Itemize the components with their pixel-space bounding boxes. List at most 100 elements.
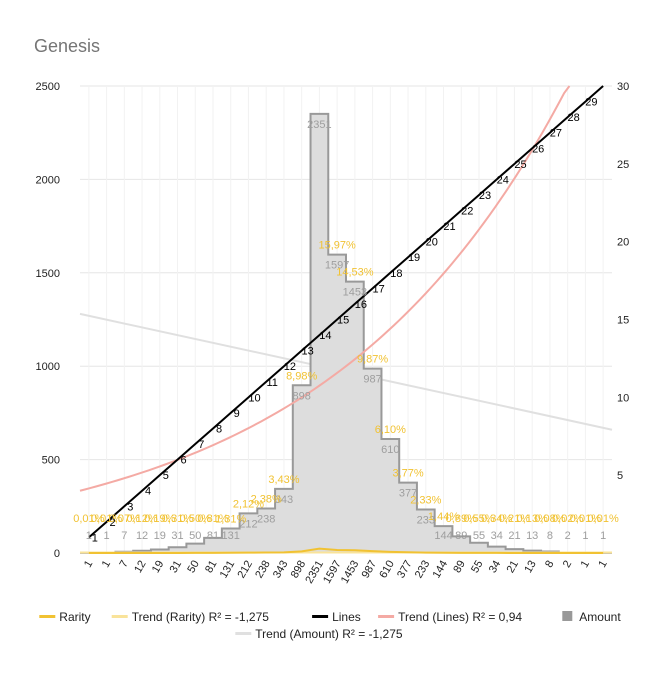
rarity-data-label: 1,44% xyxy=(428,511,459,523)
amount-data-label: 131 xyxy=(222,530,240,542)
amount-data-label: 12 xyxy=(136,530,148,542)
rarity-data-label: 8,98% xyxy=(286,370,317,382)
amount-data-label: 238 xyxy=(257,514,275,526)
lines-data-label: 29 xyxy=(585,97,597,109)
rarity-data-label: 0,50% xyxy=(180,513,211,525)
amount-data-label: 1 xyxy=(86,530,92,542)
amount-data-label: 55 xyxy=(473,530,485,542)
x-axis-tick-label: 131 xyxy=(218,559,238,581)
rarity-data-label: 0,07% xyxy=(109,513,140,525)
x-axis-tick-label: 34 xyxy=(487,559,504,576)
y-axis-tick-label: 2000 xyxy=(36,174,60,186)
amount-data-label: 1597 xyxy=(325,260,349,272)
legend-swatch xyxy=(562,611,573,621)
x-axis-tick-label: 1453 xyxy=(339,559,362,586)
lines-series-layer xyxy=(88,85,604,539)
lines-data-label: 22 xyxy=(461,206,473,218)
rarity-data-label: 0,31% xyxy=(162,513,193,525)
lines-data-label: 21 xyxy=(443,221,455,233)
x-axis-tick-label: 212 xyxy=(235,559,255,581)
x-axis-tick-label: 377 xyxy=(395,559,415,581)
legend-swatch xyxy=(378,615,395,618)
lines-data-label: 3 xyxy=(127,501,133,513)
lines-data-label: 17 xyxy=(372,283,384,295)
rarity-data-label: 0,13% xyxy=(517,513,548,525)
lines-data-label: 25 xyxy=(514,159,526,171)
amount-data-label: 89 xyxy=(455,530,467,542)
rarity-data-label: 15,97% xyxy=(318,240,356,252)
legend-label: Trend (Rarity) R² = -1,275 xyxy=(132,610,270,624)
x-axis-tick-label: 12 xyxy=(132,559,149,576)
chart-title: Genesis xyxy=(34,36,100,56)
amount-data-label: 50 xyxy=(189,530,201,542)
rarity-data-label: 0,08% xyxy=(534,513,565,525)
x-axis-tick-label: 238 xyxy=(253,559,273,581)
legend-label: Lines xyxy=(332,610,361,624)
lines-data-label: 28 xyxy=(568,112,580,124)
rarity-data-label: 0,01% xyxy=(73,513,104,525)
x-axis-tick-label: 1 xyxy=(596,559,609,570)
lines-data-label: 1 xyxy=(92,532,98,544)
legend-swatch xyxy=(39,615,56,618)
x-axis-tick-label: 987 xyxy=(360,559,380,581)
rarity-series-layer xyxy=(88,547,604,554)
rarity-data-label: 0,55% xyxy=(463,513,494,525)
rarity-data-label: 0,02% xyxy=(552,513,583,525)
y-axis-tick-label: 500 xyxy=(42,455,60,467)
x-axis-tick-label: 2 xyxy=(561,559,574,570)
lines-data-label: 10 xyxy=(248,392,260,404)
x-axis-tick-label: 55 xyxy=(469,559,486,576)
trend-lines-curve xyxy=(79,85,571,492)
y-axis-tick-label: 1500 xyxy=(36,268,60,280)
x-axis-tick-label: 89 xyxy=(451,559,468,576)
amount-data-label: 1 xyxy=(600,530,606,542)
x-axis-tick-label: 1 xyxy=(82,559,95,570)
amount-data-label: 2351 xyxy=(307,119,331,131)
legend-swatch xyxy=(312,615,329,618)
amount-data-label: 34 xyxy=(491,530,503,542)
amount-data-label: 1 xyxy=(104,530,110,542)
amount-data-label: 19 xyxy=(154,530,166,542)
lines-data-label: 14 xyxy=(319,330,331,342)
y2-axis-tick-label: 20 xyxy=(617,237,629,249)
legend: Rarity Trend (Rarity) R² = -1,275 Lines Tre… xyxy=(39,610,621,641)
amount-data-label: 2 xyxy=(565,530,571,542)
lines-data-label: 11 xyxy=(266,377,277,389)
rarity-data-label: 0,34% xyxy=(481,513,512,525)
y2-axis-tick-label: 5 xyxy=(617,470,623,482)
amount-data-label: 343 xyxy=(275,494,293,506)
rarity-data-label: 14,53% xyxy=(336,267,374,279)
rarity-series-path xyxy=(88,547,604,554)
amount-data-label: 1 xyxy=(582,530,588,542)
amount-area-layer xyxy=(80,112,612,554)
x-axis-tick-label: 81 xyxy=(203,559,220,576)
x-axis-tick-label: 1 xyxy=(579,559,592,570)
legend-label: Rarity xyxy=(59,610,90,624)
lines-data-label: 8 xyxy=(216,423,222,435)
lines-data-label: 23 xyxy=(479,190,491,202)
amount-data-label: 144 xyxy=(434,530,452,542)
rarity-data-label: 6,10% xyxy=(375,424,406,436)
y2-axis-tick-label: 10 xyxy=(617,392,629,404)
amount-data-label: 8 xyxy=(547,530,553,542)
amount-data-label: 212 xyxy=(239,518,257,530)
trend-lines-layer xyxy=(79,85,571,492)
amount-data-label: 898 xyxy=(292,390,310,402)
amount-data-label: 987 xyxy=(363,374,381,386)
lines-data-label: 19 xyxy=(408,252,420,264)
rarity-data-label: 0,89% xyxy=(446,513,477,525)
lines-data-label: 13 xyxy=(302,346,314,358)
lines-data-label: 9 xyxy=(234,408,240,420)
amount-data-label: 81 xyxy=(207,530,219,542)
rarity-data-label: 1,31% xyxy=(215,514,246,526)
amount-data-label: 21 xyxy=(508,530,520,542)
x-axis-tick-label: 610 xyxy=(377,559,397,581)
y2-axis-tick-label: 15 xyxy=(617,315,629,327)
legend-label: Amount xyxy=(579,610,621,624)
y-axis-tick-label: 2500 xyxy=(36,81,60,93)
lines-data-label: 4 xyxy=(145,486,151,498)
rarity-data-label: 2,12% xyxy=(233,498,264,510)
lines-data-label: 24 xyxy=(497,174,509,186)
